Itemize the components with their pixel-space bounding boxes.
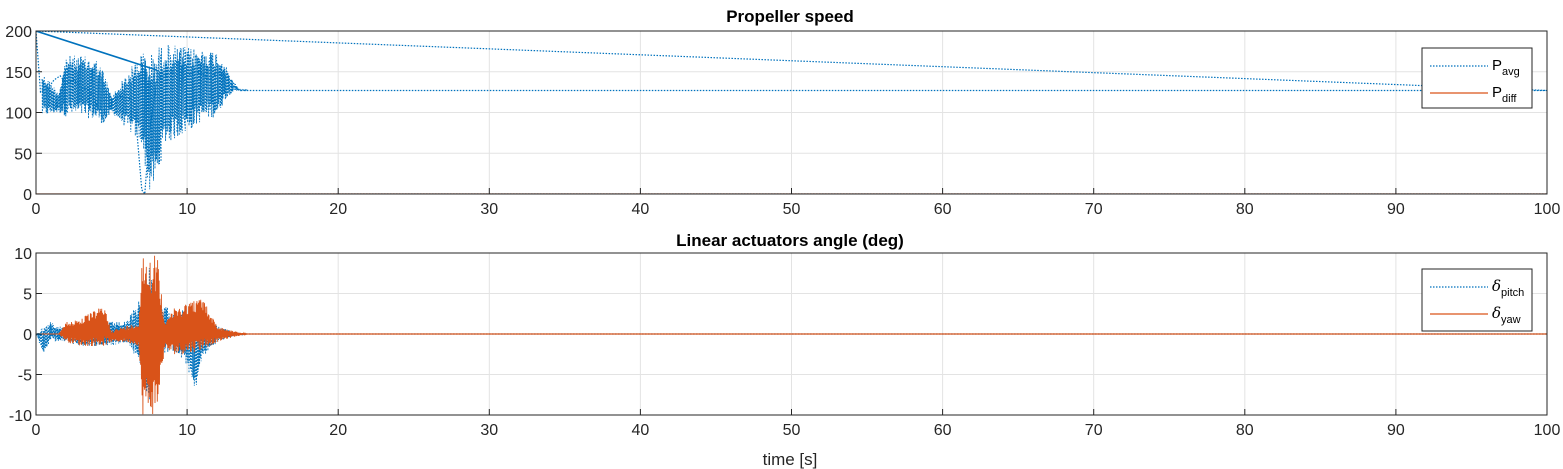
legend-label: Pdiff — [1492, 84, 1517, 105]
tick-labels: 0 10 20 30 40 50 60 70 80 90 100 -10 -5 0 5 10 — [9, 246, 1561, 439]
x-tick-label: 50 — [783, 422, 801, 439]
x-tick-label: 80 — [1236, 201, 1254, 218]
x-tick-label: 30 — [480, 422, 498, 439]
y-tick-label: 100 — [5, 106, 32, 123]
x-tick-label: 100 — [1534, 422, 1561, 439]
y-tick-label: -10 — [9, 408, 32, 425]
series-band — [36, 255, 248, 415]
x-tick-label: 10 — [178, 422, 196, 439]
x-tick-label: 90 — [1387, 422, 1405, 439]
legend-label: δyaw — [1492, 304, 1521, 326]
x-tick-label: 70 — [1085, 201, 1103, 218]
x-tick-label: 70 — [1085, 422, 1103, 439]
x-tick-label: 80 — [1236, 422, 1254, 439]
x-tick-label: 40 — [632, 422, 650, 439]
y-tick-label: 50 — [14, 146, 32, 163]
x-tick-label: 30 — [480, 201, 498, 218]
series-band — [41, 44, 248, 190]
x-tick-label: 50 — [783, 201, 801, 218]
series-line — [36, 31, 1547, 194]
x-tick-label: 20 — [329, 422, 347, 439]
x-tick-label: 60 — [934, 422, 952, 439]
grid — [35, 30, 1548, 195]
linear-actuators-chart: Linear actuators angle (deg) 0 10 20 30 40 50… — [9, 231, 1561, 469]
y-tick-label: 150 — [5, 65, 32, 82]
chart-title: Linear actuators angle (deg) — [676, 231, 904, 250]
x-tick-label: 0 — [32, 422, 41, 439]
legend-box — [1421, 47, 1533, 109]
y-tick-label: 0 — [23, 327, 32, 344]
tick-labels: 0 10 20 30 40 50 60 70 80 90 100 0 50 100 150 200 — [5, 24, 1560, 218]
legend: Pavg Pdiff — [1421, 47, 1533, 109]
y-tick-label: 5 — [23, 287, 32, 304]
x-tick-label: 100 — [1534, 201, 1561, 218]
legend: δpitch δyaw — [1421, 268, 1533, 332]
plot-area — [36, 255, 1547, 415]
x-tick-label: 10 — [178, 201, 196, 218]
y-tick-label: 0 — [23, 187, 32, 204]
x-tick-label: 40 — [632, 201, 650, 218]
x-tick-label: 60 — [934, 201, 952, 218]
x-axis-label: time [s] — [763, 450, 818, 469]
x-tick-label: 90 — [1387, 201, 1405, 218]
series-ramp — [36, 31, 1547, 92]
propeller-speed-chart: Propeller speed 0 10 20 30 40 50 60 70 80 90 100 0 5… — [5, 7, 1560, 218]
chart-title: Propeller speed — [726, 7, 854, 26]
x-tick-label: 20 — [329, 201, 347, 218]
legend-label: Pavg — [1492, 57, 1520, 78]
series-ramp — [36, 31, 158, 71]
legend-box — [1421, 268, 1533, 332]
legend-label: δpitch — [1492, 277, 1524, 299]
y-tick-label: -5 — [18, 368, 32, 385]
x-tick-label: 0 — [32, 201, 41, 218]
y-tick-label: 10 — [14, 246, 32, 263]
y-tick-label: 200 — [5, 24, 32, 41]
plot-area — [36, 31, 1547, 194]
